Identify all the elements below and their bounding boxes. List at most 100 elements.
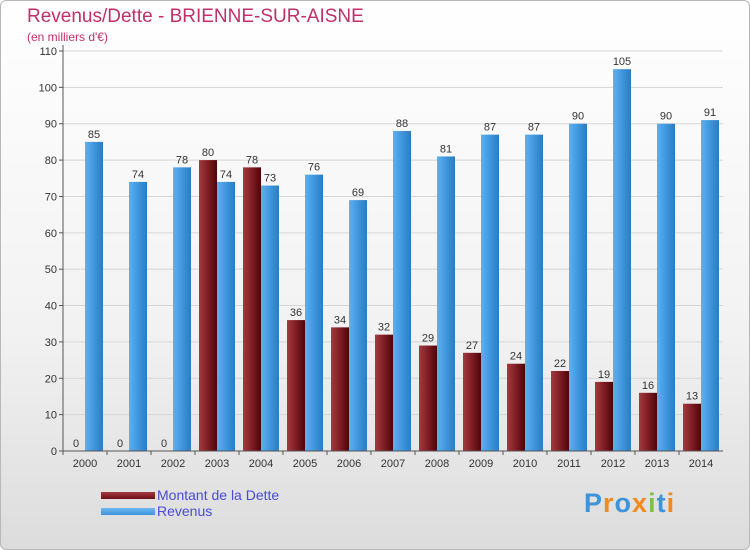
revenue-value-label: 87 bbox=[528, 122, 540, 134]
revenue-bar bbox=[701, 120, 719, 451]
debt-value-label: 27 bbox=[466, 340, 478, 352]
debt-bar bbox=[639, 392, 657, 451]
revenue-value-label: 90 bbox=[572, 111, 584, 123]
x-tick-label: 2009 bbox=[469, 458, 493, 470]
debt-bar bbox=[551, 371, 569, 451]
legend-swatch-debt bbox=[101, 492, 155, 499]
x-tick-label: 2005 bbox=[293, 458, 317, 470]
debt-value-label: 19 bbox=[598, 369, 610, 381]
revenue-value-label: 73 bbox=[264, 173, 276, 185]
debt-value-label: 80 bbox=[202, 147, 214, 159]
debt-bar bbox=[683, 403, 701, 451]
debt-bar bbox=[375, 334, 393, 451]
revenue-bar bbox=[305, 174, 323, 452]
x-tick-label: 2008 bbox=[425, 458, 449, 470]
logo-letter: r bbox=[603, 488, 615, 518]
debt-value-label: 13 bbox=[686, 391, 698, 403]
revenue-bar bbox=[349, 200, 367, 451]
debt-value-label: 34 bbox=[334, 314, 346, 326]
logo-letter: t bbox=[656, 488, 667, 518]
legend-label-revenue: Revenus bbox=[157, 503, 213, 519]
revenue-value-label: 69 bbox=[352, 187, 364, 199]
revenue-bar bbox=[481, 134, 499, 452]
revenue-bar bbox=[657, 123, 675, 452]
debt-value-label: 32 bbox=[378, 322, 390, 334]
revenue-value-label: 81 bbox=[440, 143, 452, 155]
debt-value-label: 24 bbox=[510, 351, 522, 363]
x-tick-label: 2001 bbox=[117, 458, 141, 470]
debt-value-label: 0 bbox=[161, 438, 167, 450]
revenue-bar bbox=[569, 123, 587, 452]
y-tick-label: 50 bbox=[45, 264, 57, 276]
x-tick-label: 2006 bbox=[337, 458, 361, 470]
y-tick-label: 80 bbox=[45, 155, 57, 167]
proxiti-logo: Proxiti bbox=[584, 488, 675, 519]
debt-bar bbox=[507, 363, 525, 451]
logo-letter: i bbox=[648, 488, 657, 518]
debt-bar bbox=[419, 345, 437, 451]
y-tick-label: 60 bbox=[45, 228, 57, 240]
debt-value-label: 22 bbox=[554, 358, 566, 370]
revenue-bar bbox=[261, 185, 279, 451]
y-tick-label: 90 bbox=[45, 119, 57, 131]
legend-swatch-revenue bbox=[101, 508, 155, 515]
debt-bar bbox=[463, 352, 481, 451]
debt-value-label: 29 bbox=[422, 333, 434, 345]
revenue-bar bbox=[393, 131, 411, 451]
x-tick-label: 2010 bbox=[513, 458, 537, 470]
bar-chart: 0 85 0 74 0 78 80 74 78 73 36 76 34 69 32 88 29 81 27 87 24 8… bbox=[39, 45, 723, 470]
revenue-value-label: 87 bbox=[484, 122, 496, 134]
revenue-value-label: 90 bbox=[660, 111, 672, 123]
chart-subtitle: (en milliers d'€) bbox=[27, 30, 108, 44]
revenue-value-label: 74 bbox=[220, 169, 232, 181]
x-tick-label: 2003 bbox=[205, 458, 229, 470]
revenue-value-label: 85 bbox=[88, 129, 100, 141]
revenue-bar bbox=[129, 181, 147, 451]
logo-letter: x bbox=[632, 488, 649, 518]
logo-letter: i bbox=[666, 488, 676, 518]
revenue-bar bbox=[525, 134, 543, 452]
debt-value-label: 16 bbox=[642, 380, 654, 392]
chart-title: Revenus/Dette - BRIENNE-SUR-AISNE bbox=[27, 6, 364, 27]
x-tick-label: 2007 bbox=[381, 458, 405, 470]
debt-bar bbox=[595, 381, 613, 451]
debt-bar bbox=[287, 320, 305, 451]
revenue-value-label: 74 bbox=[132, 169, 144, 181]
y-tick-label: 110 bbox=[39, 46, 57, 58]
revenue-bar bbox=[437, 156, 455, 452]
x-tick-label: 2002 bbox=[161, 458, 185, 470]
y-tick-label: 10 bbox=[45, 410, 57, 422]
debt-value-label: 0 bbox=[117, 438, 123, 450]
revenue-value-label: 78 bbox=[176, 154, 188, 166]
revenue-value-label: 105 bbox=[613, 56, 631, 68]
x-tick-label: 2011 bbox=[557, 458, 581, 470]
logo-letter: P bbox=[584, 488, 604, 518]
revenue-bar bbox=[173, 167, 191, 451]
y-tick-label: 0 bbox=[51, 446, 57, 458]
revenue-value-label: 91 bbox=[704, 107, 716, 119]
revenue-bar bbox=[217, 181, 235, 451]
revenue-value-label: 88 bbox=[396, 118, 408, 130]
revenue-bar bbox=[85, 141, 103, 451]
revenue-value-label: 76 bbox=[308, 162, 320, 174]
y-tick-label: 70 bbox=[45, 191, 57, 203]
debt-value-label: 0 bbox=[73, 438, 79, 450]
y-tick-label: 20 bbox=[45, 373, 57, 385]
debt-value-label: 78 bbox=[246, 154, 258, 166]
x-tick-label: 2004 bbox=[249, 458, 273, 470]
logo-letter: o bbox=[614, 488, 633, 518]
y-tick-label: 30 bbox=[45, 337, 57, 349]
y-tick-label: 100 bbox=[39, 82, 57, 94]
y-tick-label: 40 bbox=[45, 301, 57, 313]
legend-label-debt: Montant de la Dette bbox=[157, 487, 280, 503]
x-tick-label: 2012 bbox=[601, 458, 625, 470]
x-tick-label: 2013 bbox=[645, 458, 669, 470]
debt-value-label: 36 bbox=[290, 307, 302, 319]
debt-bar bbox=[199, 160, 217, 451]
debt-bar bbox=[243, 167, 261, 451]
x-tick-label: 2000 bbox=[73, 458, 97, 470]
x-tick-label: 2014 bbox=[689, 458, 713, 470]
revenue-bar bbox=[613, 69, 631, 451]
debt-bar bbox=[331, 327, 349, 451]
